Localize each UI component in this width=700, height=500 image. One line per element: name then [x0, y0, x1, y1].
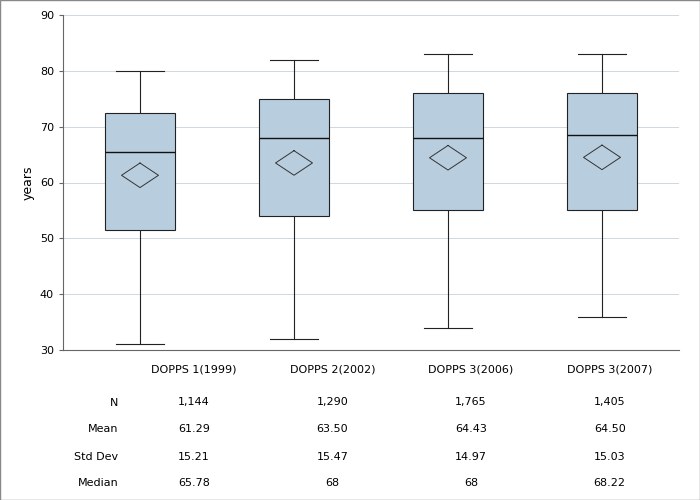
Polygon shape — [584, 145, 620, 170]
Text: 65.78: 65.78 — [178, 478, 210, 488]
Text: 61.29: 61.29 — [178, 424, 210, 434]
Bar — [567, 93, 637, 210]
Text: 68.22: 68.22 — [594, 478, 626, 488]
Text: DOPPS 2(2002): DOPPS 2(2002) — [290, 364, 375, 374]
Bar — [413, 93, 483, 210]
Text: 64.50: 64.50 — [594, 424, 626, 434]
Text: 1,144: 1,144 — [178, 398, 210, 407]
Polygon shape — [122, 163, 158, 188]
Text: Mean: Mean — [88, 424, 118, 434]
Text: 15.21: 15.21 — [178, 452, 210, 462]
Text: DOPPS 3(2007): DOPPS 3(2007) — [567, 364, 652, 374]
Text: DOPPS 1(1999): DOPPS 1(1999) — [151, 364, 237, 374]
Text: DOPPS 3(2006): DOPPS 3(2006) — [428, 364, 514, 374]
Text: 68: 68 — [464, 478, 478, 488]
Text: N: N — [110, 398, 118, 407]
Text: Median: Median — [78, 478, 118, 488]
Polygon shape — [430, 146, 466, 170]
Bar — [106, 112, 175, 230]
Text: 15.47: 15.47 — [316, 452, 349, 462]
Bar — [259, 99, 329, 216]
Text: 15.03: 15.03 — [594, 452, 626, 462]
Text: Std Dev: Std Dev — [74, 452, 118, 462]
Text: 1,765: 1,765 — [455, 398, 487, 407]
Text: 1,405: 1,405 — [594, 398, 626, 407]
Text: 63.50: 63.50 — [316, 424, 349, 434]
Text: 1,290: 1,290 — [316, 398, 349, 407]
Polygon shape — [276, 150, 312, 175]
Y-axis label: years: years — [21, 165, 34, 200]
Text: 64.43: 64.43 — [455, 424, 487, 434]
Text: 14.97: 14.97 — [455, 452, 487, 462]
Text: 68: 68 — [326, 478, 340, 488]
